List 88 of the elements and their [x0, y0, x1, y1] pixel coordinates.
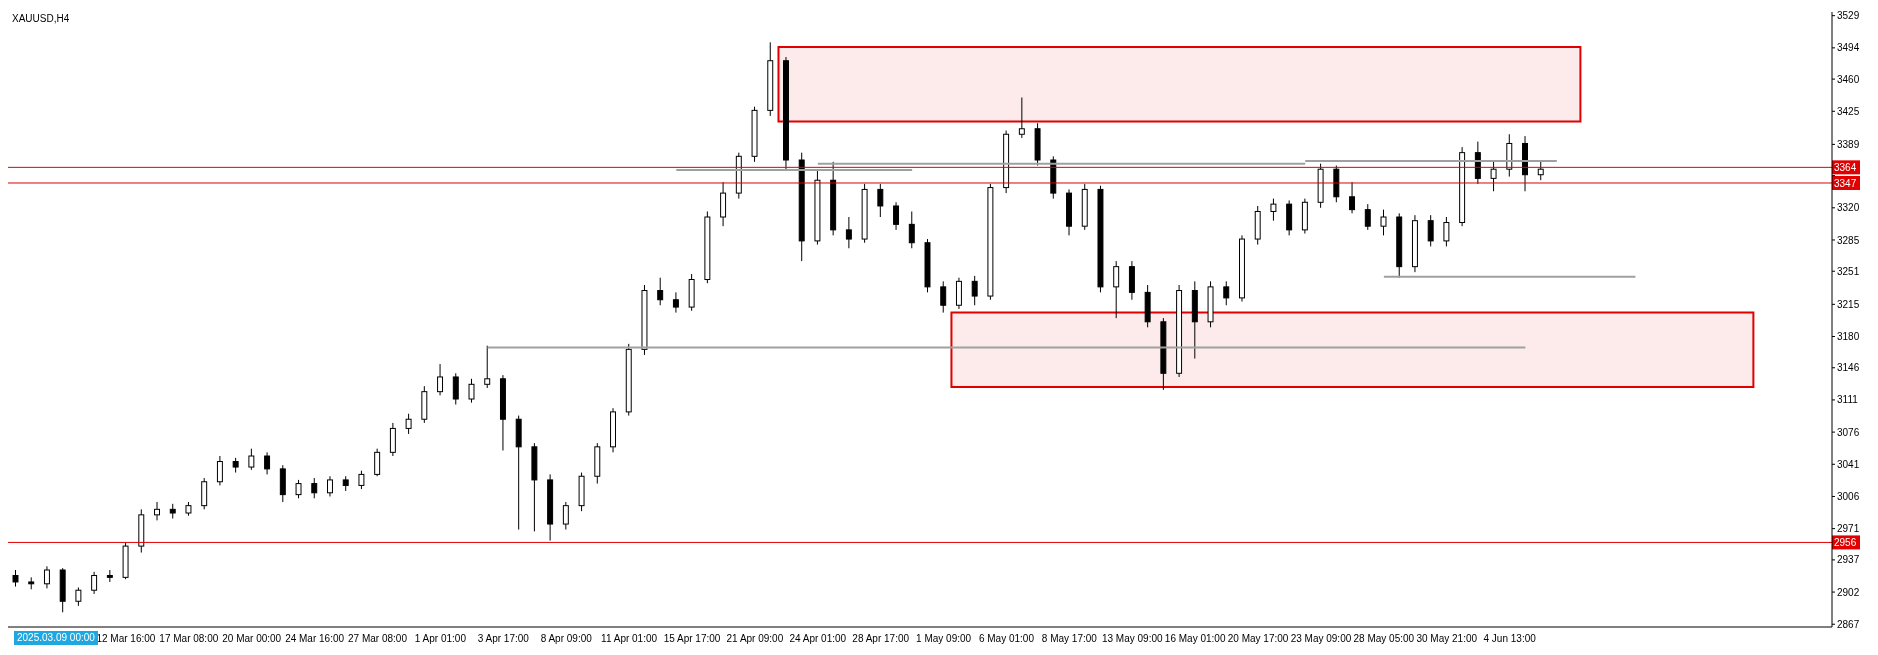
y-tick-label: 2867 [1837, 618, 1860, 630]
y-tick-label: 3285 [1837, 234, 1860, 246]
ref-line-label: 2956 [1834, 537, 1857, 549]
candlestick [1364, 203, 1371, 231]
y-tick-label: 2902 [1837, 586, 1860, 598]
x-tick-label: 24 Apr 01:00 [789, 633, 847, 645]
candlestick [893, 201, 900, 231]
candlestick [720, 181, 727, 227]
chart-title: XAUUSD,H4 [12, 13, 70, 24]
ref-line-label: 3347 [1834, 177, 1857, 189]
candlestick [672, 291, 679, 314]
y-tick-label: 3460 [1837, 73, 1860, 85]
candlestick [940, 280, 947, 314]
candlestick [374, 448, 381, 477]
y-tick-label: 3111 [1837, 394, 1859, 406]
y-tick-label: 2971 [1837, 523, 1860, 535]
candlestick [484, 345, 491, 389]
x-tick-label: 4 Jun 13:00 [1483, 633, 1537, 645]
candlestick [437, 363, 444, 396]
y-tick-label: 3320 [1837, 202, 1860, 214]
candlestick [1537, 159, 1544, 181]
candlestick [1443, 216, 1450, 247]
candlestick [1380, 209, 1387, 236]
candlestick [154, 501, 160, 521]
candlestick [295, 479, 302, 499]
x-tick-label: 30 May 21:00 [1416, 633, 1478, 645]
y-tick-label: 3146 [1837, 362, 1860, 374]
candlestick [1270, 198, 1277, 222]
candlestick [657, 277, 664, 306]
candlestick [248, 448, 255, 471]
x-tick-label: 21 Apr 09:00 [726, 633, 784, 645]
x-tick-label: 6 May 01:00 [978, 633, 1035, 645]
candlestick [468, 378, 475, 404]
y-tick-label: 3389 [1837, 138, 1860, 150]
candlestick [1113, 260, 1120, 319]
candlestick [264, 451, 271, 475]
candlestick [955, 277, 962, 310]
x-tick-label: 24 Mar 16:00 [285, 633, 345, 645]
candlestick [1490, 161, 1497, 192]
candlestick [971, 275, 978, 306]
candlestick [845, 216, 852, 249]
candlestick [358, 470, 365, 490]
text: 2025.03.09 00:00 [14, 631, 98, 645]
candlestick [75, 586, 82, 607]
candlestick [1018, 96, 1025, 139]
candlestick [562, 501, 569, 531]
ref-line-label: 3364 [1834, 162, 1857, 174]
y-tick-label: 3215 [1837, 298, 1860, 310]
x-tick-label: 8 May 17:00 [1041, 633, 1098, 645]
x-tick-label: 16 May 01:00 [1164, 633, 1226, 645]
x-tick-label: 17 Mar 08:00 [159, 633, 219, 645]
y-tick-label: 3041 [1837, 458, 1860, 470]
x-tick-label: 27 Mar 08:00 [348, 633, 408, 645]
y-tick-label: 3494 [1837, 42, 1860, 54]
x-tick-label: 12 Mar 16:00 [96, 633, 156, 645]
y-tick-label: 2937 [1837, 554, 1860, 566]
candlestick [201, 477, 208, 510]
candlestick [43, 565, 50, 589]
x-tick-label: 3 Apr 17:00 [477, 633, 530, 645]
y-tick-label: 3425 [1837, 105, 1860, 117]
x-tick-label: 11 Apr 01:00 [601, 633, 658, 645]
candlestick [877, 183, 884, 218]
candlestick [1427, 214, 1434, 247]
candlestick [389, 422, 396, 457]
x-tick-label: 8 Apr 09:00 [540, 633, 593, 645]
x-tick-label: 28 May 05:00 [1353, 633, 1415, 645]
candlestick [452, 372, 459, 406]
x-tick-label: 28 Apr 17:00 [852, 633, 910, 645]
y-tick-label: 3180 [1837, 331, 1860, 343]
candlestick [311, 477, 318, 499]
candlestick [405, 413, 412, 435]
x-tick-label: 20 Mar 00:00 [222, 633, 282, 645]
y-tick-label: 3251 [1837, 265, 1860, 277]
y-tick-label: 3006 [1837, 491, 1860, 503]
candlestick [908, 210, 915, 249]
y-tick-label: 3529 [1837, 10, 1860, 22]
x-tick-label: 20 May 17:00 [1227, 633, 1289, 645]
y-tick-label: 3076 [1837, 426, 1860, 438]
x-tick-label: 15 Apr 17:00 [663, 633, 721, 645]
x-tick-label: 1 Apr 01:00 [414, 633, 467, 645]
candlestick [1349, 181, 1356, 214]
candlestick [91, 571, 98, 595]
candlestick [327, 475, 333, 497]
candlestick [216, 455, 223, 486]
x-tick-label: 13 May 09:00 [1101, 633, 1164, 645]
x-tick-label: 1 May 09:00 [916, 633, 972, 645]
x-tick-label: 23 May 09:00 [1290, 633, 1352, 645]
candlestick [1223, 280, 1230, 306]
